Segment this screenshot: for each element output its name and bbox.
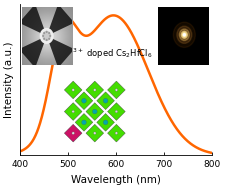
Text: Sb$^{3+}$ doped Cs$_2$HfCl$_6$: Sb$^{3+}$ doped Cs$_2$HfCl$_6$ [62, 46, 153, 61]
Y-axis label: Intensity (a.u.): Intensity (a.u.) [4, 42, 14, 118]
X-axis label: Wavelength (nm): Wavelength (nm) [71, 175, 161, 185]
